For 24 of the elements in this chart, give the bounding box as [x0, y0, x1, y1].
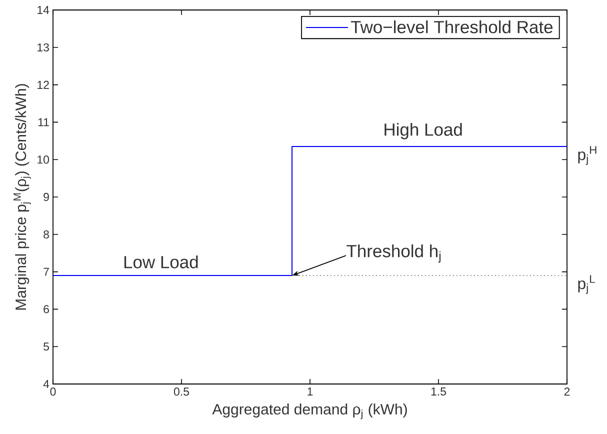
annotation: p$_{j}$H — [578, 146, 596, 165]
annotation: p$_{j}$L — [578, 275, 595, 294]
y-tick-label: 5 — [44, 342, 49, 351]
y-tick-label: 6 — [44, 305, 49, 314]
y-tick-label: 9 — [44, 192, 49, 202]
y-tick-label: 10 — [38, 156, 50, 164]
x-axis-title: Aggregated demand ρ$_{j}$ (kWh) — [212, 404, 407, 420]
x-tick-label: 0.5 — [174, 388, 190, 396]
y-tick-label: 11 — [38, 118, 49, 126]
annotation: Low Load — [124, 255, 198, 268]
annotation: High Load — [384, 122, 462, 140]
y-axis-title: Marginal price p$_{j}$$^{M}$(ρ$_{j}$) (Cents/kWh) — [14, 84, 31, 310]
y-tick-label: 13 — [38, 43, 49, 52]
y-tick-label: 7 — [44, 268, 49, 276]
x-tick-label: 1.5 — [431, 388, 446, 396]
x-tick-label: 1 — [308, 388, 313, 396]
y-tick-label: 8 — [44, 230, 49, 238]
legend-label: Two−level Threshold Rate — [350, 20, 553, 34]
x-tick-label: 2 — [564, 388, 570, 396]
y-tick-label: 4 — [43, 380, 50, 388]
y-tick-label: 12 — [38, 80, 49, 89]
x-tick-label: 0 — [50, 388, 56, 396]
annotation: Threshold h$_{j}$ — [346, 244, 441, 263]
y-tick-label: 14 — [38, 6, 50, 14]
